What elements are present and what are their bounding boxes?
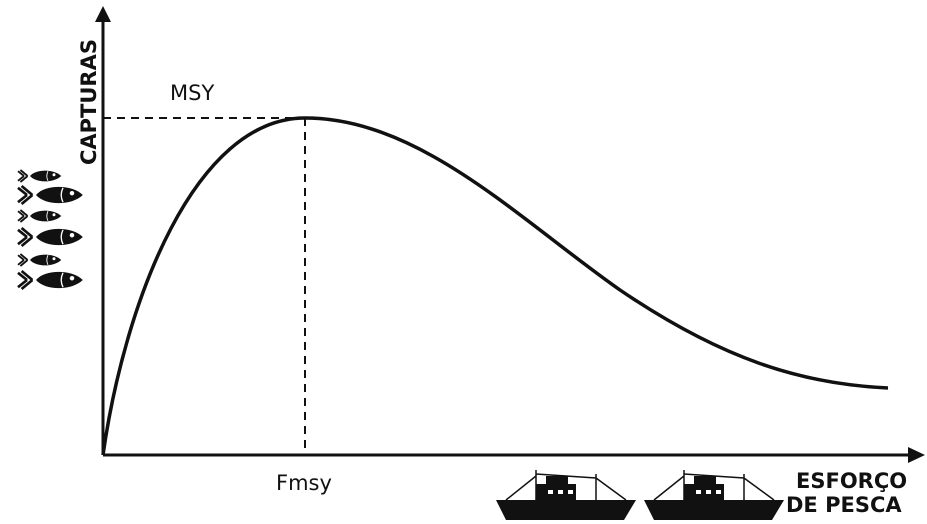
y-axis-label: CAPTURAS [77, 39, 101, 165]
fish-icons [16, 169, 85, 291]
x-axis-label-2: DE PESCA [786, 493, 902, 517]
boat-icons [495, 469, 785, 521]
msy-label: MSY [170, 81, 214, 105]
y-arrow [95, 6, 111, 22]
fmsy-label: Fmsy [276, 471, 332, 495]
yield-curve [101, 116, 889, 456]
x-arrow [908, 447, 925, 463]
x-axis-label-1: ESFORÇO [796, 469, 907, 493]
